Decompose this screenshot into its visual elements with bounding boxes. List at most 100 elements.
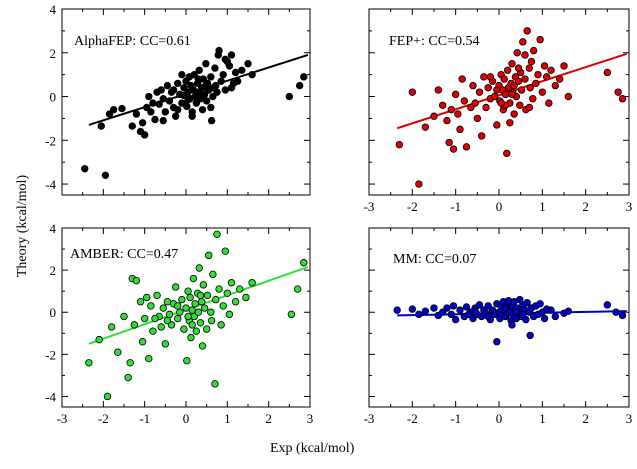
data-point	[196, 291, 205, 300]
y-tick-label: -2	[45, 133, 56, 148]
data-point	[213, 230, 221, 239]
y-tick-label: -2	[45, 347, 56, 362]
x-tick-label: -2	[407, 199, 418, 214]
data-point	[163, 316, 172, 325]
x-tick-label: -2	[98, 411, 109, 426]
data-point	[469, 81, 477, 90]
data-point	[114, 348, 122, 356]
data-point	[195, 66, 203, 74]
data-point	[161, 108, 170, 116]
data-point	[109, 105, 118, 114]
panel-title-2: FEP+: CC=0.54	[389, 34, 479, 49]
data-point	[285, 92, 294, 101]
data-point	[147, 108, 155, 116]
data-point	[484, 312, 492, 321]
y-tick-label: 2	[50, 263, 57, 278]
data-point	[508, 321, 516, 329]
data-point	[447, 105, 456, 114]
data-point	[231, 68, 240, 77]
data-point	[393, 306, 401, 314]
data-point	[130, 321, 139, 329]
data-point	[205, 251, 213, 260]
data-point	[526, 331, 534, 340]
data-point	[415, 180, 423, 188]
data-point	[293, 285, 302, 293]
data-point	[159, 304, 167, 312]
data-point	[136, 298, 145, 306]
data-point	[207, 316, 216, 325]
data-point	[178, 70, 186, 79]
data-point	[145, 354, 153, 363]
data-point	[449, 145, 458, 153]
data-point	[124, 373, 132, 382]
data-point	[527, 57, 536, 66]
data-point	[215, 285, 223, 293]
data-point	[451, 90, 460, 99]
data-point	[408, 88, 417, 96]
data-point	[564, 92, 573, 101]
data-point	[547, 66, 555, 74]
data-point	[512, 308, 521, 316]
data-point	[107, 323, 116, 331]
data-point	[467, 103, 475, 112]
data-point	[538, 88, 547, 96]
data-point	[434, 86, 443, 94]
data-point	[189, 274, 198, 283]
data-point	[525, 64, 534, 72]
data-point	[456, 306, 464, 314]
data-point	[551, 81, 560, 90]
data-point	[421, 123, 430, 131]
data-point	[198, 298, 206, 306]
x-tick-label: 0	[496, 411, 503, 426]
data-point	[169, 86, 178, 94]
data-point	[149, 327, 157, 335]
data-point	[523, 299, 531, 307]
data-point	[475, 88, 484, 96]
data-point	[227, 51, 236, 59]
data-point	[447, 310, 456, 319]
data-point	[486, 73, 495, 81]
data-point	[207, 308, 215, 316]
data-point	[140, 314, 149, 323]
data-point	[202, 97, 211, 105]
data-point	[408, 305, 417, 313]
data-point	[95, 335, 103, 344]
x-axis-label: Exp (kcal/mol)	[270, 441, 355, 456]
data-point	[155, 100, 163, 108]
data-point	[225, 310, 234, 319]
data-point	[300, 259, 308, 267]
data-point	[526, 84, 534, 92]
data-point	[132, 276, 141, 285]
data-point	[612, 308, 620, 316]
x-tick-label: 0	[183, 411, 190, 426]
data-point	[157, 323, 165, 331]
data-point	[443, 304, 451, 312]
data-point	[510, 81, 518, 90]
data-point	[202, 325, 211, 333]
data-point	[534, 70, 542, 79]
data-point	[506, 119, 514, 127]
data-point	[147, 302, 155, 310]
data-point	[438, 101, 447, 109]
data-point	[209, 84, 217, 92]
data-point	[480, 73, 488, 81]
data-point	[140, 131, 149, 139]
data-point	[438, 308, 447, 316]
y-tick-label: 2	[50, 46, 57, 61]
data-point	[211, 64, 219, 72]
data-point	[126, 359, 134, 367]
data-point	[536, 300, 544, 308]
data-point	[471, 307, 479, 315]
data-point	[174, 105, 182, 114]
data-point	[532, 79, 540, 88]
data-point	[149, 99, 157, 107]
x-tick-label: -1	[450, 411, 461, 426]
data-point	[151, 314, 159, 323]
data-point	[503, 66, 512, 74]
x-tick-label: -3	[57, 411, 68, 426]
data-point	[508, 90, 516, 99]
data-point	[295, 81, 304, 90]
data-point	[231, 298, 240, 306]
